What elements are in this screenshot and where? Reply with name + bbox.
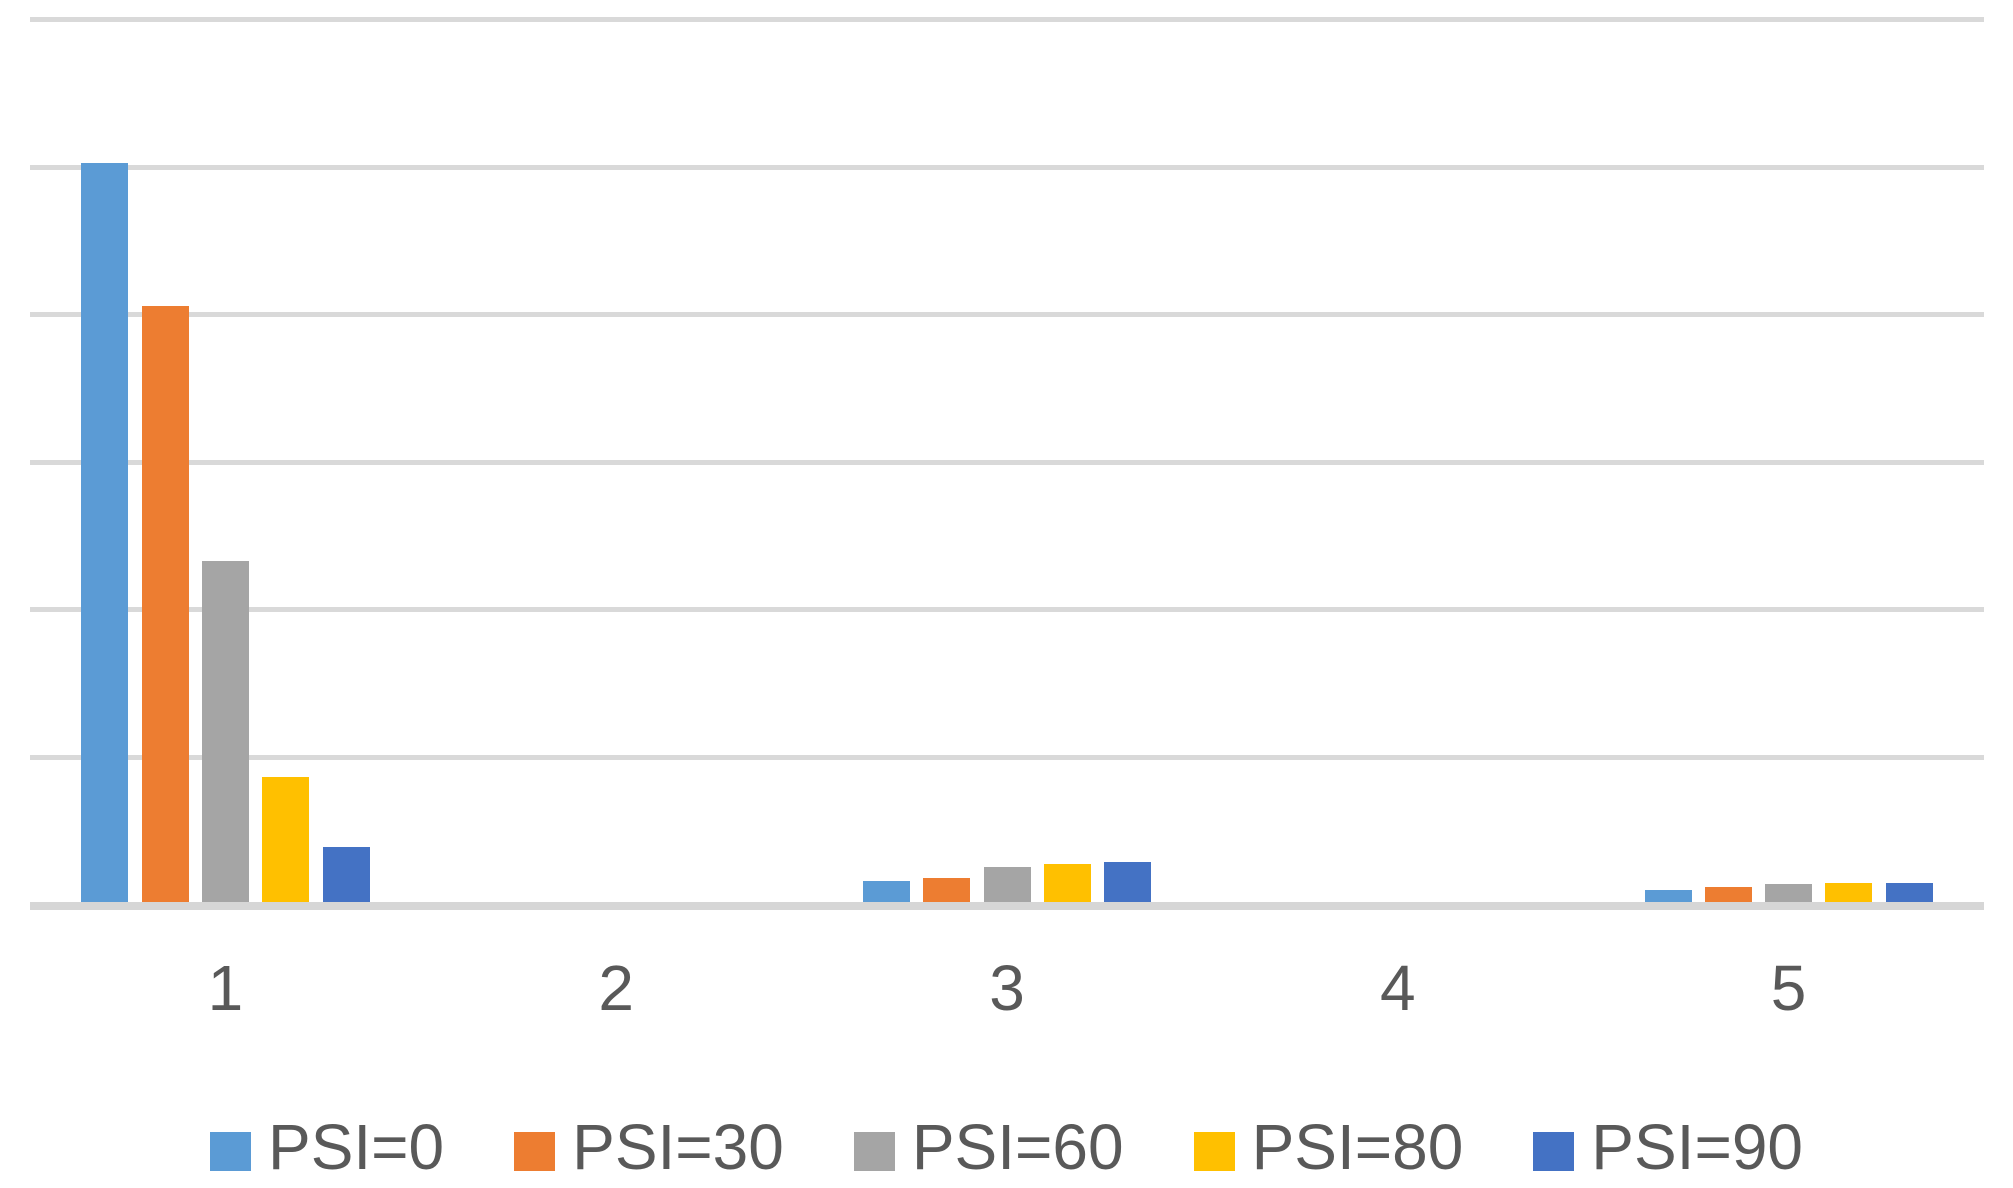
legend-label: PSI=80 [1251, 1111, 1464, 1183]
bar [202, 561, 249, 902]
bar [1104, 862, 1151, 902]
bar [984, 867, 1031, 902]
legend-swatch [853, 1131, 895, 1171]
bar [323, 847, 370, 902]
gridline [30, 17, 1984, 22]
bar [142, 306, 189, 902]
legend-label: PSI=90 [1591, 1111, 1803, 1183]
legend-swatch [514, 1131, 556, 1171]
legend-swatch [1193, 1131, 1235, 1171]
x-axis-label: 2 [598, 952, 634, 1024]
bar [1765, 884, 1812, 902]
bar [1825, 883, 1872, 902]
x-axis-label: 1 [207, 952, 244, 1024]
legend-swatch [1533, 1131, 1575, 1171]
gridline [30, 164, 1984, 170]
legend-item: PSI=80 [1193, 1111, 1464, 1183]
x-axis-label: 3 [989, 952, 1025, 1024]
legend-item: PSI=90 [1533, 1112, 1803, 1182]
legend: PSI=0 PSI=30 PSI=60 PSI=80 PSI=90 [0, 1112, 2013, 1182]
x-axis-line [30, 902, 1984, 910]
legend-item: PSI=0 [210, 1112, 444, 1182]
bar [1645, 890, 1692, 902]
legend-item: PSI=30 [514, 1112, 784, 1182]
bar [1886, 883, 1933, 902]
legend-item: PSI=60 [853, 1111, 1124, 1183]
bar [262, 777, 309, 902]
gridline [30, 607, 1984, 612]
legend-label: PSI=30 [572, 1111, 784, 1183]
bar [81, 163, 128, 902]
gridline [30, 754, 1984, 760]
bar [863, 881, 910, 902]
bar [1705, 887, 1752, 902]
bar [1044, 864, 1091, 902]
bar [923, 878, 970, 902]
legend-label: PSI=60 [911, 1111, 1124, 1183]
x-axis-label: 5 [1770, 952, 1807, 1024]
x-axis-label: 4 [1379, 952, 1416, 1024]
gridline [30, 459, 1984, 465]
legend-label: PSI=0 [268, 1111, 445, 1183]
gridline [30, 312, 1984, 317]
legend-swatch [210, 1131, 251, 1171]
